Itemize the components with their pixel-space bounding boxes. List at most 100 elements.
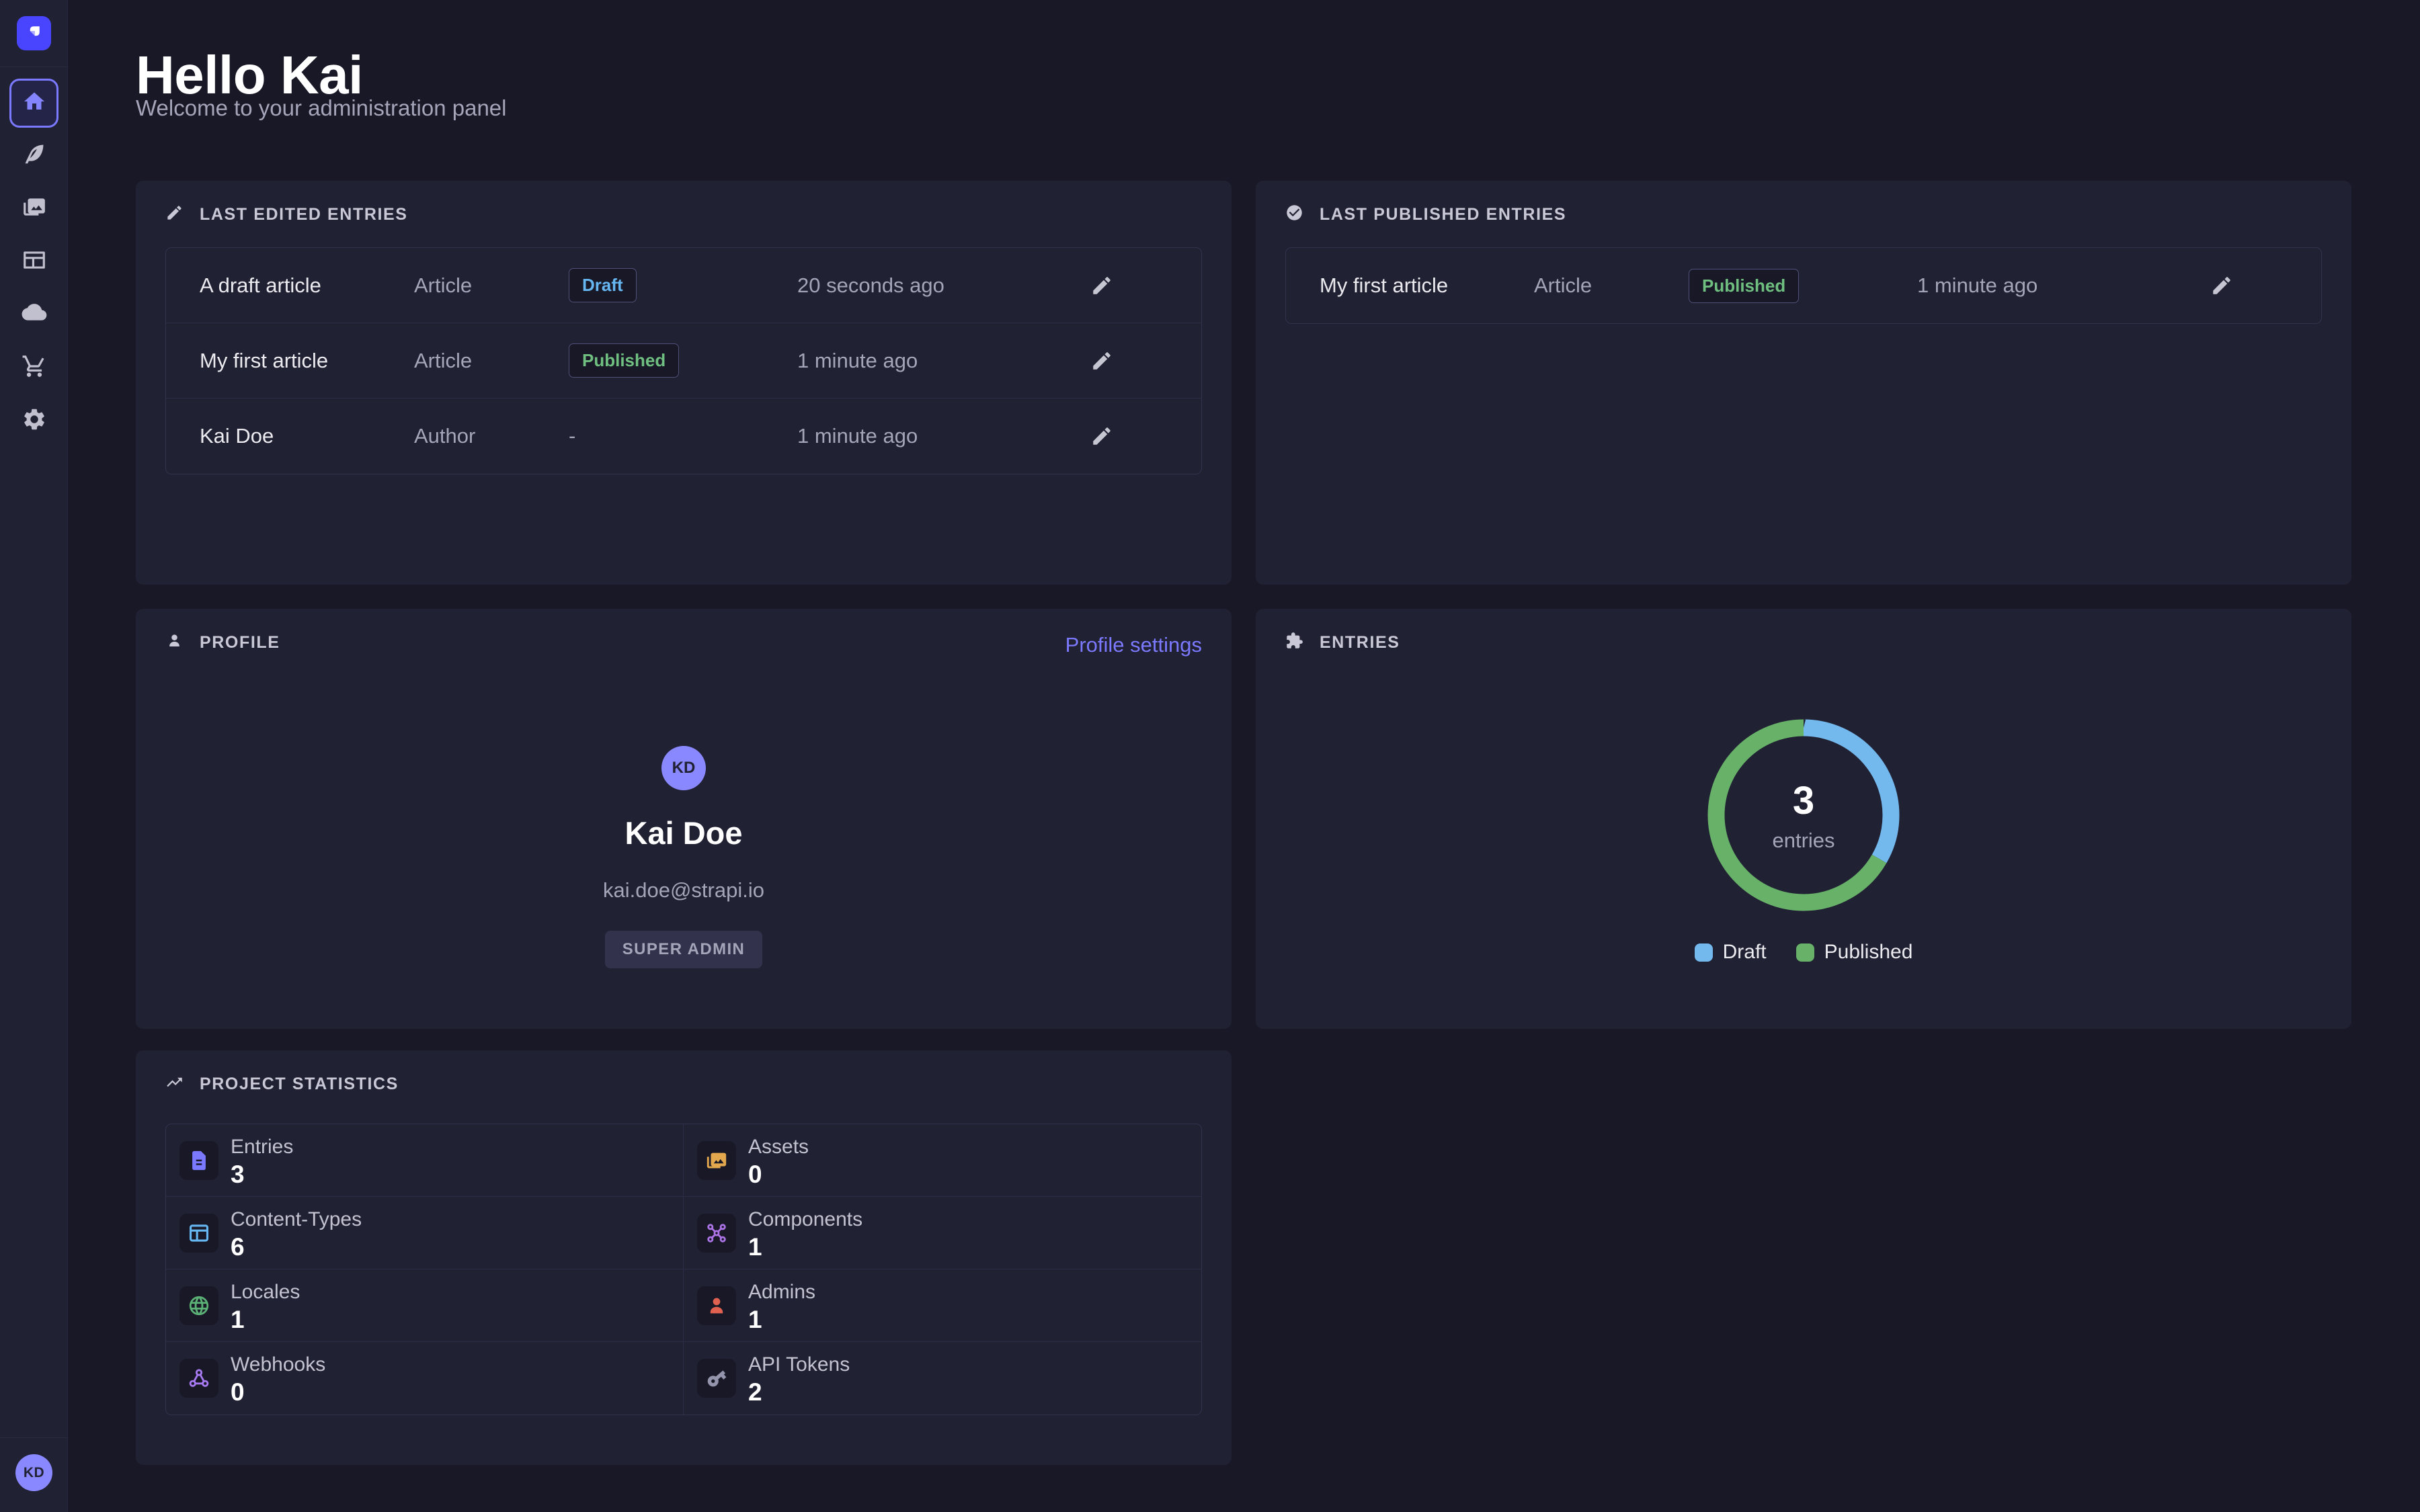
- sidebar-item-cloud[interactable]: [0, 288, 68, 341]
- panel-title: LAST PUBLISHED ENTRIES: [1320, 205, 1566, 224]
- key-icon: [697, 1359, 736, 1398]
- entry-time: 1 minute ago: [797, 349, 1088, 373]
- cloud-icon: [21, 300, 48, 330]
- stats-grid: Entries 3 Assets 0 Content-Types 6: [165, 1124, 1202, 1415]
- entries-panel: ENTRIES 3 entries Draft Published: [1256, 609, 2351, 1029]
- stat-label: Entries: [231, 1136, 293, 1159]
- stat-label: Locales: [231, 1281, 300, 1304]
- entry-name: Kai Doe: [200, 424, 414, 448]
- entry-status: Published: [1689, 269, 1917, 303]
- user-icon: [697, 1286, 736, 1325]
- nodes-icon: [697, 1214, 736, 1253]
- stat-label: Webhooks: [231, 1353, 325, 1376]
- sidebar-item-content-type-builder[interactable]: [0, 129, 68, 182]
- entry-time: 1 minute ago: [797, 424, 1088, 448]
- stat-cell-assets: Assets 0: [684, 1124, 1201, 1197]
- entry-name: A draft article: [200, 274, 414, 298]
- sidebar-item-home[interactable]: [9, 79, 58, 128]
- project-statistics-panel: PROJECT STATISTICS Entries 3 Assets 0: [136, 1050, 1232, 1465]
- stat-cell-webhooks: Webhooks 0: [166, 1342, 684, 1415]
- entries-header: ENTRIES: [1285, 632, 1400, 653]
- role-badge: SUPER ADMIN: [605, 931, 763, 968]
- last-published-entries-panel: LAST PUBLISHED ENTRIES My first article …: [1256, 181, 2351, 585]
- legend-item-draft: Draft: [1695, 941, 1767, 964]
- strapi-admin-dashboard: KD Hello Kai Welcome to your administrat…: [0, 0, 2420, 1512]
- home-icon: [22, 89, 46, 117]
- edit-entry-button[interactable]: [1088, 423, 1115, 450]
- project-statistics-header: PROJECT STATISTICS: [165, 1073, 399, 1095]
- chart-legend: Draft Published: [1256, 941, 2351, 964]
- legend-label: Published: [1824, 941, 1913, 964]
- table-row: Kai Doe Author - 1 minute ago: [166, 398, 1201, 474]
- sidebar-item-content-manager[interactable]: [0, 235, 68, 288]
- entry-time: 20 seconds ago: [797, 274, 1088, 298]
- edit-entry-button[interactable]: [1088, 347, 1115, 374]
- entry-type: Article: [414, 274, 569, 298]
- avatar-initials: KD: [672, 759, 696, 778]
- content-manager-icon: [22, 247, 47, 276]
- stat-cell-entries: Entries 3: [166, 1124, 684, 1197]
- stat-label: Admins: [748, 1281, 815, 1304]
- legend-label: Draft: [1723, 941, 1767, 964]
- panel-title: PROJECT STATISTICS: [200, 1075, 399, 1094]
- stat-cell-locales: Locales 1: [166, 1269, 684, 1342]
- panel-title: ENTRIES: [1320, 633, 1400, 653]
- file-icon: [179, 1141, 218, 1180]
- table-row: A draft article Article Draft 20 seconds…: [166, 248, 1201, 323]
- entry-status: Published: [569, 343, 797, 378]
- check-circle-icon: [1285, 204, 1303, 225]
- status-badge: Published: [569, 343, 679, 378]
- last-published-entries-table: My first article Article Published 1 min…: [1285, 247, 2322, 324]
- webhook-icon: [179, 1359, 218, 1398]
- status-badge: Draft: [569, 268, 637, 302]
- trending-up-icon: [165, 1073, 184, 1095]
- legend-chip-draft: [1695, 943, 1713, 962]
- stat-value: 2: [748, 1378, 762, 1406]
- stat-label: Assets: [748, 1136, 809, 1159]
- sidebar-item-marketplace[interactable]: [0, 341, 68, 394]
- edit-entry-button[interactable]: [1088, 272, 1115, 299]
- table-row: My first article Article Published 1 min…: [166, 323, 1201, 398]
- strapi-logo[interactable]: [17, 16, 51, 50]
- legend-chip-published: [1796, 943, 1814, 962]
- entries-count-label: entries: [1772, 829, 1834, 853]
- profile-email: kai.doe@strapi.io: [603, 878, 764, 902]
- sidebar-divider-bottom: [0, 1437, 68, 1438]
- globe-icon: [179, 1286, 218, 1325]
- avatar: KD: [661, 746, 706, 790]
- content-type-builder-feather-icon: [22, 141, 47, 170]
- images-icon: [697, 1141, 736, 1180]
- last-edited-entries-table: A draft article Article Draft 20 seconds…: [165, 247, 1202, 474]
- entry-status: Draft: [569, 268, 797, 302]
- stat-label: Components: [748, 1208, 862, 1231]
- status-badge: Published: [1689, 269, 1799, 303]
- stat-value: 0: [231, 1378, 245, 1406]
- stat-value: 3: [231, 1161, 245, 1189]
- stat-cell-admins: Admins 1: [684, 1269, 1201, 1342]
- sidebar-user-avatar[interactable]: KD: [15, 1454, 52, 1491]
- entry-name: My first article: [1320, 274, 1534, 298]
- last-published-entries-header: LAST PUBLISHED ENTRIES: [1285, 204, 1566, 225]
- legend-item-published: Published: [1796, 941, 1913, 964]
- media-library-icon: [22, 194, 47, 223]
- marketplace-cart-icon: [22, 353, 47, 382]
- entries-count: 3: [1793, 778, 1814, 823]
- panel-title: LAST EDITED ENTRIES: [200, 205, 408, 224]
- settings-gear-icon: [22, 407, 47, 435]
- profile-panel: PROFILE Profile settings KD Kai Doe kai.…: [136, 609, 1232, 1029]
- stat-cell-content-types: Content-Types 6: [166, 1197, 684, 1269]
- sidebar-item-settings[interactable]: [0, 394, 68, 448]
- last-edited-entries-panel: LAST EDITED ENTRIES A draft article Arti…: [136, 181, 1232, 585]
- donut-center: 3 entries: [1693, 704, 1914, 926]
- entry-status: -: [569, 424, 797, 448]
- last-edited-entries-header: LAST EDITED ENTRIES: [165, 204, 408, 225]
- stat-label: Content-Types: [231, 1208, 362, 1231]
- entries-donut-chart: 3 entries: [1693, 704, 1914, 926]
- stat-cell-api-tokens: API Tokens 2: [684, 1342, 1201, 1415]
- edit-entry-button[interactable]: [2208, 272, 2235, 299]
- pencil-icon: [165, 204, 184, 225]
- sidebar-user-initials: KD: [24, 1465, 44, 1481]
- sidebar-item-media-library[interactable]: [0, 182, 68, 235]
- entry-time: 1 minute ago: [1917, 274, 2208, 298]
- stat-value: 1: [231, 1306, 245, 1334]
